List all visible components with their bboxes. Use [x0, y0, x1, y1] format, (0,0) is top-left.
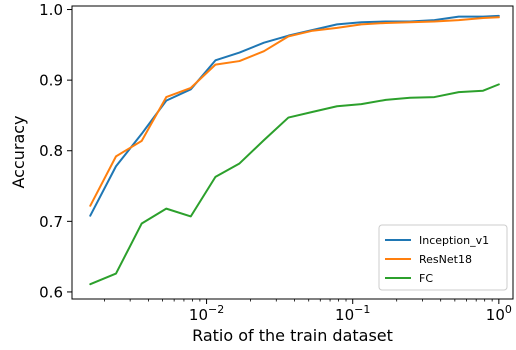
y-tick-label: 0.6	[39, 283, 63, 301]
x-tick-label: 10−1	[335, 303, 370, 324]
series-line-2	[89, 83, 500, 286]
plot-frame	[71, 5, 514, 300]
x-axis: 10−2 10−1 100	[104, 299, 512, 324]
x-tick-label: 10−2	[189, 303, 224, 324]
y-tick-label: 0.9	[39, 72, 63, 90]
y-axis-label: Accuracy	[9, 115, 28, 188]
plot-lines	[89, 14, 500, 286]
legend-label-0: Inception_v1	[419, 234, 489, 247]
legend-box	[378, 224, 508, 291]
legend-label-1: ResNet18	[419, 253, 472, 266]
x-tick-label: 100	[486, 303, 512, 324]
series-line-1	[89, 16, 500, 207]
y-axis: 0.6 0.7 0.8 0.9 1.0	[39, 1, 72, 301]
y-tick-label: 1.0	[39, 1, 63, 19]
legend-label-2: FC	[419, 272, 433, 285]
x-axis-label: Ratio of the train dataset	[192, 326, 393, 345]
legend: Inception_v1 ResNet18 FC	[378, 224, 508, 291]
y-tick-label: 0.7	[39, 213, 63, 231]
y-tick-label: 0.8	[39, 142, 63, 160]
